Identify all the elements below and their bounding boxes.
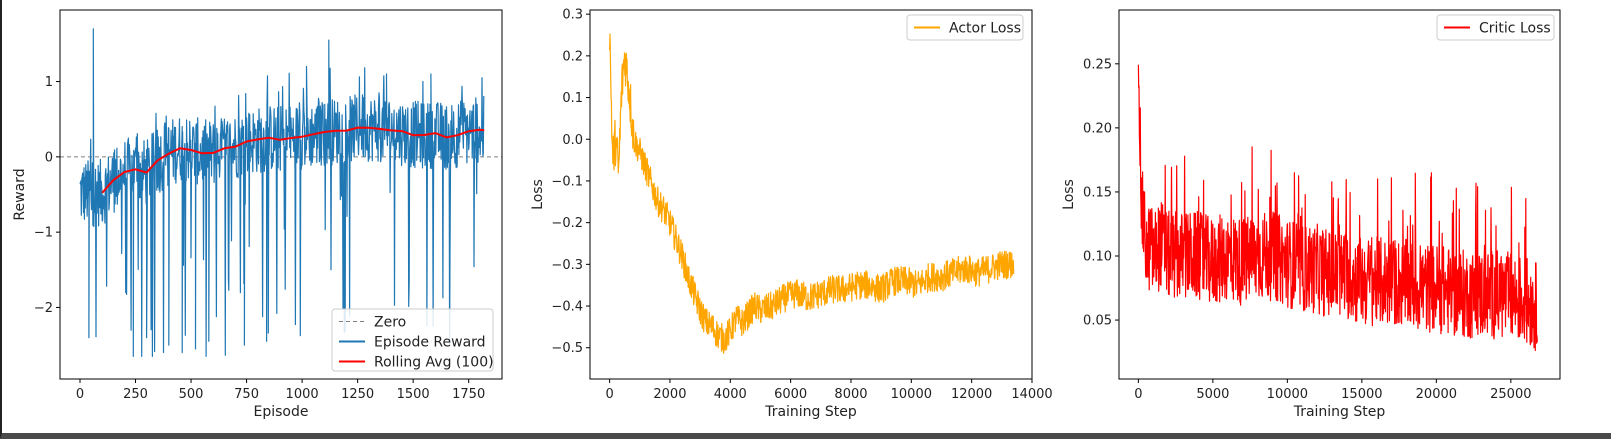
plot-area [60,28,502,357]
y-tick-label: −0.5 [551,341,583,356]
x-tick-label: 10000 [891,387,932,402]
x-tick-label: 500 [179,387,204,402]
y-axis-label: Loss [530,179,546,210]
x-tick-label: 6000 [774,387,807,402]
axes-frame [59,9,503,380]
series-line-episode-reward [79,28,485,357]
x-tick-label: 250 [123,387,148,402]
chart-panel-2: 0 2000 4000 6000 8000 10000 12000 14000 −0.5 −0.4… [530,8,1053,420]
y-tick-label: −2 [34,301,53,316]
legend-box [1436,14,1555,41]
x-tick-label: 0 [76,387,84,402]
x-tick-label: 1000 [286,387,319,402]
y-tick-label: 0.05 [1083,314,1112,329]
x-tick-label: 1250 [341,387,374,402]
x-tick-label: 0 [1134,387,1142,402]
y-tick-label: 0.15 [1083,185,1112,200]
x-tick-label: 14000 [1011,387,1052,402]
axes-frame [1118,9,1561,380]
legend-box [906,14,1024,41]
y-axis-label: Loss [1061,179,1077,210]
axes-frame [589,9,1033,380]
y-tick-label: 0.20 [1083,121,1112,136]
y-tick-label: 0.2 [562,49,583,64]
x-tick-label: 20000 [1416,387,1457,402]
series-line-rolling-avg-100- [101,126,485,194]
x-tick-label: 4000 [714,387,747,402]
x-axis-label: Episode [254,404,309,420]
chart-panel-3: 0 5000 10000 15000 20000 25000 0.05 0.10 0.15 0.2… [1061,9,1561,420]
y-tick-label: −1 [34,226,53,241]
chart-panel-1: 0 250 500 750 1000 1250 1500 1750 −2 −1 0 1 Episode R… [12,9,503,420]
plot-area [609,33,1015,354]
y-tick-label: −0.4 [551,300,583,315]
y-tick-label: 0.25 [1083,57,1112,72]
x-tick-label: 10000 [1267,387,1308,402]
legend-box [331,308,494,372]
x-tick-label: 5000 [1196,387,1229,402]
series-line-actor-loss [609,33,1015,354]
y-tick-label: 0.1 [562,91,583,106]
x-tick-label: 0 [605,387,613,402]
x-tick-label: 1750 [452,387,485,402]
x-tick-label: 2000 [653,387,686,402]
x-tick-label: 12000 [951,387,992,402]
plot-area [1137,64,1539,352]
x-axis-label: Training Step [1293,404,1386,420]
y-axis-label: Reward [12,168,28,220]
y-tick-label: 0.10 [1083,250,1112,265]
y-tick-label: 0 [45,150,53,165]
legend-entry-label: Zero [374,315,406,331]
legend-entry-label: Rolling Avg (100) [374,355,494,371]
x-tick-label: 1500 [397,387,430,402]
y-tick-label: −0.3 [551,258,583,273]
y-tick-label: −0.1 [551,174,583,189]
y-tick-label: −0.2 [551,216,583,231]
legend-entry-label: Actor Loss [949,21,1021,37]
y-tick-label: 1 [45,75,53,90]
x-tick-label: 25000 [1490,387,1531,402]
y-tick-label: 0.3 [562,8,583,23]
legend-entry-label: Episode Reward [374,335,486,351]
y-tick-label: 0.0 [562,133,583,148]
legend-entry-label: Critic Loss [1479,21,1551,37]
x-tick-label: 15000 [1341,387,1382,402]
x-tick-label: 750 [234,387,259,402]
series-line-critic-loss [1137,64,1539,352]
x-axis-label: Training Step [764,404,857,420]
x-tick-label: 8000 [834,387,867,402]
